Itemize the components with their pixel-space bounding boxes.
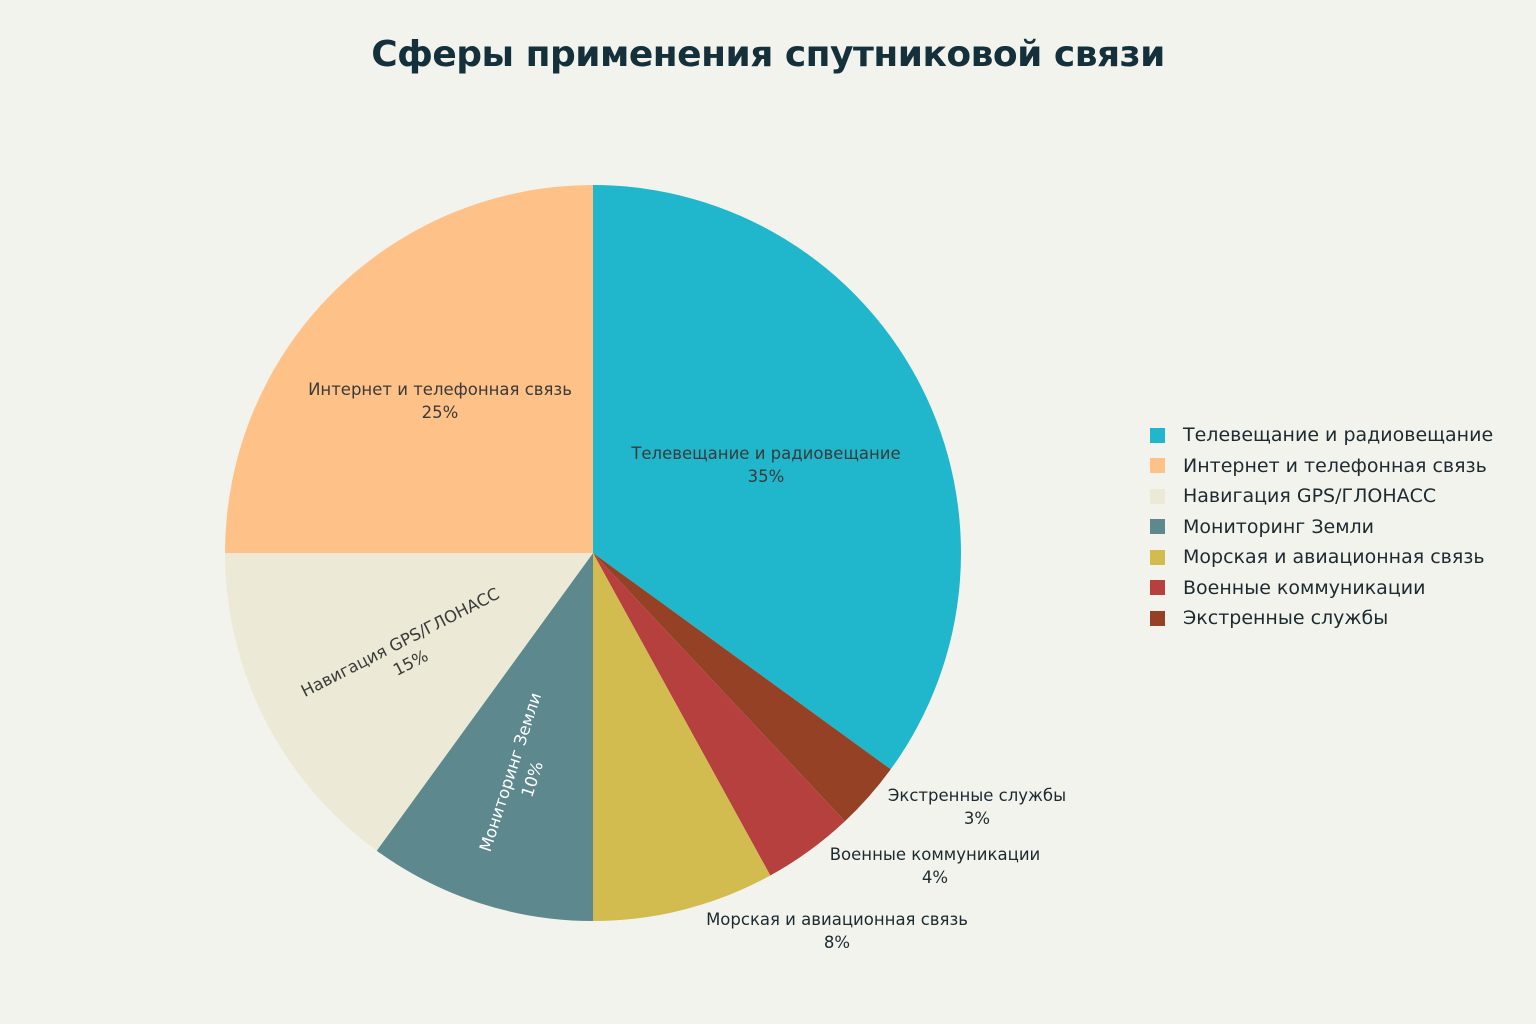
pie-slice: [593, 553, 771, 921]
legend-item[interactable]: Телевещание и радиовещание: [1150, 420, 1493, 451]
slice-label-percent: 25%: [422, 403, 459, 422]
legend-swatch: [1150, 458, 1165, 474]
slice-label-percent: 4%: [922, 868, 948, 887]
slice-label-percent: 35%: [748, 467, 785, 486]
legend-label: Экстренные службы: [1183, 607, 1389, 630]
legend-swatch: [1150, 488, 1165, 504]
slices-layer: [224, 185, 961, 921]
legend-label: Телевещание и радиовещание: [1183, 424, 1494, 447]
legend-swatch: [1150, 427, 1165, 443]
legend-item[interactable]: Интернет и телефонная связь: [1150, 451, 1493, 482]
pie-slice: [593, 553, 845, 876]
slice-label-name: Морская и авиационная связь: [706, 910, 968, 929]
pie-slice: [376, 553, 593, 921]
legend-label: Интернет и телефонная связь: [1183, 454, 1487, 477]
slice-label: Военные коммуникации 4%: [830, 845, 1041, 887]
slice-label-percent: 8%: [824, 933, 850, 952]
legend-item[interactable]: Экстренные службы: [1150, 603, 1493, 634]
legend-item[interactable]: Морская и авиационная связь: [1150, 542, 1493, 573]
slice-label-percent: 3%: [964, 809, 990, 828]
slice-label: Интернет и телефонная связь 25%: [308, 380, 572, 422]
slice-label-name: Экстренные службы: [888, 786, 1066, 805]
legend-label: Морская и авиационная связь: [1183, 546, 1485, 569]
legend: Телевещание и радиовещание Интернет и тел…: [1150, 420, 1493, 634]
legend-item[interactable]: Навигация GPS/ГЛОНАСС: [1150, 481, 1493, 512]
slice-label: Телевещание и радиовещание 35%: [630, 444, 900, 486]
legend-swatch: [1150, 610, 1165, 626]
slice-label: Морская и авиационная связь 8%: [706, 910, 968, 952]
slice-label-name: Телевещание и радиовещание: [630, 444, 900, 463]
legend-label: Мониторинг Земли: [1183, 515, 1375, 538]
legend-swatch: [1150, 549, 1165, 565]
chart-title: Сферы применения спутниковой связи: [371, 34, 1165, 75]
legend-swatch: [1150, 580, 1165, 596]
pie-slice: [593, 185, 961, 770]
pie-slice: [593, 553, 891, 822]
legend-item[interactable]: Мониторинг Земли: [1150, 512, 1493, 543]
pie-slice: [224, 553, 593, 851]
legend-label: Навигация GPS/ГЛОНАСС: [1183, 485, 1437, 508]
slice-label: Экстренные службы 3%: [888, 786, 1066, 828]
slice-label-name: Военные коммуникации: [830, 845, 1041, 864]
legend-swatch: [1150, 519, 1165, 535]
pie-slice: [225, 185, 593, 553]
legend-item[interactable]: Военные коммуникации: [1150, 573, 1493, 604]
slice-label-name: Интернет и телефонная связь: [308, 380, 572, 399]
legend-label: Военные коммуникации: [1183, 576, 1426, 599]
